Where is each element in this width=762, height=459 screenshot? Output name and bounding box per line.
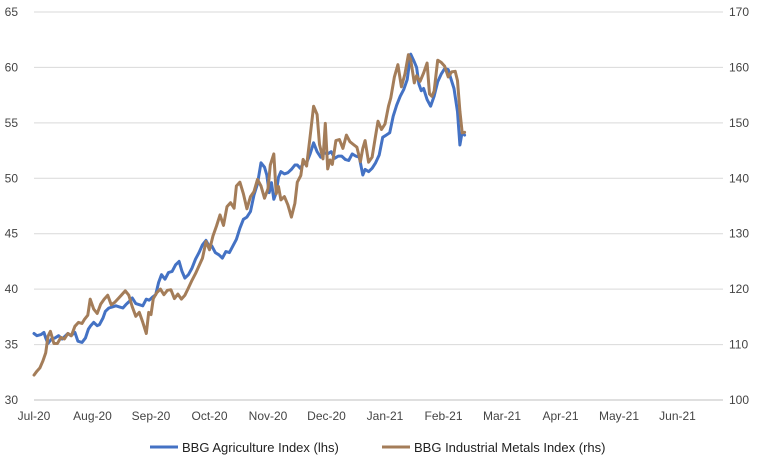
left-axis-tick-label: 65 (5, 5, 19, 19)
right-axis-tick-label: 140 (729, 171, 749, 185)
series-line (32, 52, 467, 345)
right-axis-tick-label: 130 (729, 227, 749, 241)
legend-label: BBG Industrial Metals Index (rhs) (414, 440, 605, 455)
right-axis-tick-label: 170 (729, 5, 749, 19)
left-axis-tick-label: 55 (5, 116, 19, 130)
x-axis-tick-label: May-21 (599, 409, 639, 423)
series-lines (32, 52, 467, 377)
right-axis-tick-labels: 100 110 120 130 140 150 160 170 (729, 5, 749, 407)
legend-label: BBG Agriculture Index (lhs) (182, 440, 339, 455)
x-axis-tick-label: Sep-20 (132, 409, 171, 423)
left-axis-tick-labels: 30 35 40 45 50 55 60 65 (5, 5, 19, 407)
left-axis-tick-label: 30 (5, 393, 19, 407)
x-axis-tick-label: Jun-21 (659, 409, 696, 423)
left-axis-tick-label: 45 (5, 227, 19, 241)
x-axis-tick-labels: Jul-20 Aug-20 Sep-20 Oct-20 Nov-20 Dec-20 Jan-… (18, 409, 697, 423)
left-axis-tick-label: 35 (5, 338, 19, 352)
x-axis-tick-label: Apr-21 (542, 409, 578, 423)
right-axis-tick-label: 100 (729, 393, 749, 407)
x-axis-tick-label: Oct-20 (191, 409, 227, 423)
series-line (32, 53, 467, 377)
legend: BBG Agriculture Index (lhs) BBG Industria… (150, 440, 605, 455)
x-axis-tick-label: Aug-20 (73, 409, 112, 423)
left-axis-tick-label: 50 (5, 171, 19, 185)
left-axis-tick-label: 40 (5, 282, 19, 296)
right-axis-tick-label: 110 (729, 338, 748, 352)
right-axis-tick-label: 150 (729, 116, 749, 130)
right-axis-tick-label: 120 (729, 282, 749, 296)
left-axis-tick-label: 60 (5, 60, 19, 74)
x-axis-tick-label: Jan-21 (367, 409, 404, 423)
x-axis-tick-label: Dec-20 (307, 409, 346, 423)
x-axis-tick-label: Feb-21 (424, 409, 462, 423)
x-axis-tick-label: Jul-20 (18, 409, 51, 423)
x-axis-tick-label: Nov-20 (249, 409, 288, 423)
right-axis-tick-label: 160 (729, 60, 749, 74)
x-axis-tick-label: Mar-21 (483, 409, 521, 423)
gridlines (34, 11, 723, 401)
